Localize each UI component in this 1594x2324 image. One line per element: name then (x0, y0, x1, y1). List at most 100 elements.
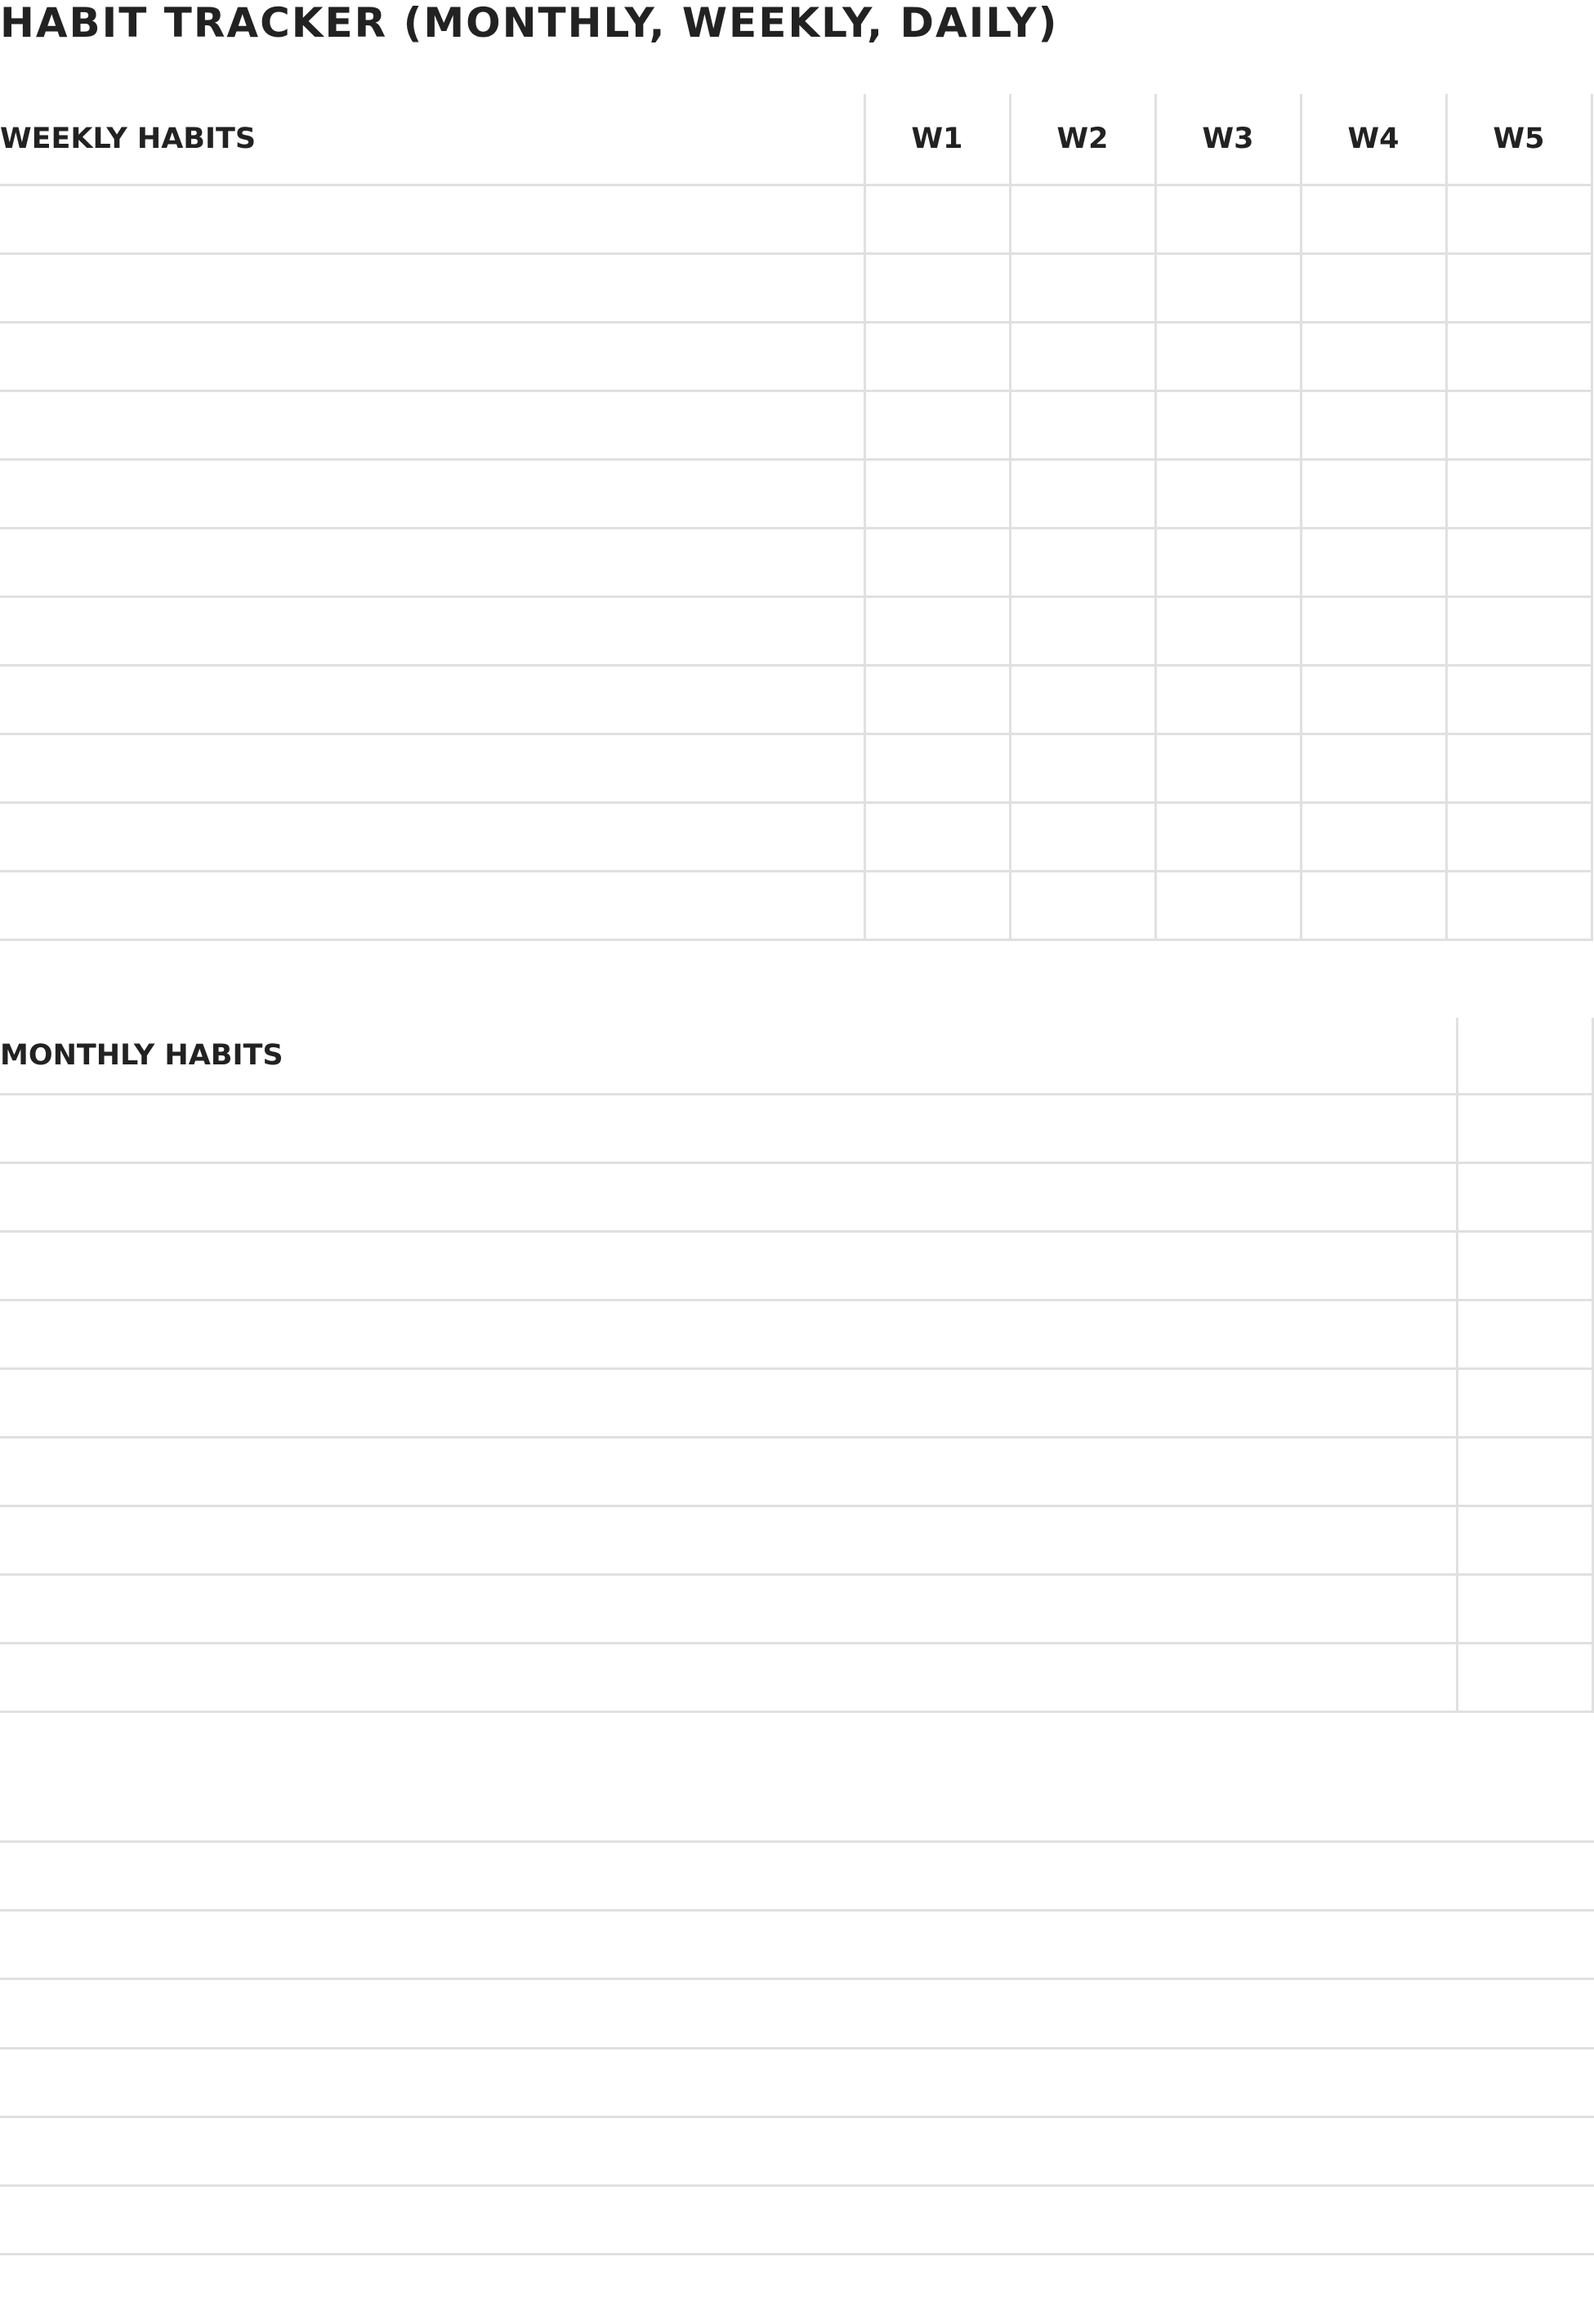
daily-habit-line[interactable] (0, 2184, 1594, 2187)
monthly-check-cell[interactable] (1455, 1299, 1594, 1370)
weekly-habit-name-cell[interactable] (0, 185, 866, 255)
weekly-check-cell-w1[interactable] (863, 664, 1011, 735)
weekly-habits-header: WEEKLY HABITS (0, 94, 866, 186)
weekly-check-cell-w2[interactable] (1008, 390, 1157, 461)
weekly-check-cell-w3[interactable] (1154, 458, 1302, 529)
weekly-check-cell-w3[interactable] (1154, 185, 1302, 255)
monthly-habit-name-cell[interactable] (0, 1162, 1458, 1233)
weekly-check-cell-w4[interactable] (1299, 185, 1448, 255)
weekly-check-cell-w2[interactable] (1008, 664, 1157, 735)
daily-habit-line[interactable] (0, 1840, 1594, 1843)
weekly-habit-name-cell[interactable] (0, 733, 866, 804)
weekly-habit-name-cell[interactable] (0, 595, 866, 667)
monthly-habit-row (0, 1162, 1594, 1233)
weekly-check-cell-w3[interactable] (1154, 595, 1302, 667)
monthly-check-cell[interactable] (1455, 1573, 1594, 1644)
monthly-habits-table: MONTHLY HABITS (0, 1018, 1594, 1713)
weekly-check-cell-w4[interactable] (1299, 733, 1448, 804)
weekly-check-cell-w4[interactable] (1299, 664, 1448, 735)
weekly-check-cell-w2[interactable] (1008, 458, 1157, 529)
weekly-check-cell-w5[interactable] (1444, 870, 1593, 941)
weekly-check-cell-w1[interactable] (863, 870, 1011, 941)
weekly-habit-row (0, 185, 1593, 255)
monthly-habit-name-cell[interactable] (0, 1367, 1458, 1439)
weekly-habit-name-cell[interactable] (0, 664, 866, 735)
weekly-check-cell-w1[interactable] (863, 733, 1011, 804)
weekly-check-cell-w2[interactable] (1008, 321, 1157, 392)
weekly-check-cell-w2[interactable] (1008, 527, 1157, 598)
weekly-check-cell-w2[interactable] (1008, 185, 1157, 255)
weekly-habit-name-cell[interactable] (0, 390, 866, 461)
weekly-check-cell-w3[interactable] (1154, 664, 1302, 735)
weekly-check-cell-w3[interactable] (1154, 801, 1302, 872)
weekly-check-cell-w5[interactable] (1444, 801, 1593, 872)
weekly-check-cell-w1[interactable] (863, 801, 1011, 872)
weekly-check-cell-w4[interactable] (1299, 870, 1448, 941)
monthly-habit-name-cell[interactable] (0, 1230, 1458, 1301)
monthly-check-cell[interactable] (1455, 1162, 1594, 1233)
weekly-check-cell-w3[interactable] (1154, 252, 1302, 323)
monthly-habit-name-cell[interactable] (0, 1573, 1458, 1644)
weekly-check-cell-w5[interactable] (1444, 321, 1593, 392)
weekly-habit-name-cell[interactable] (0, 870, 866, 941)
monthly-check-cell[interactable] (1455, 1230, 1594, 1301)
daily-habit-line[interactable] (0, 2047, 1594, 2050)
weekly-check-cell-w1[interactable] (863, 595, 1011, 667)
monthly-header-row: MONTHLY HABITS (0, 1018, 1594, 1095)
weekly-check-cell-w1[interactable] (863, 185, 1011, 255)
weekly-check-cell-w4[interactable] (1299, 252, 1448, 323)
monthly-habit-name-cell[interactable] (0, 1094, 1458, 1164)
monthly-check-cell[interactable] (1455, 1505, 1594, 1576)
monthly-check-cell[interactable] (1455, 1094, 1594, 1164)
week-header-w4: W4 (1299, 94, 1448, 186)
weekly-check-cell-w5[interactable] (1444, 185, 1593, 255)
weekly-check-cell-w3[interactable] (1154, 733, 1302, 804)
weekly-check-cell-w4[interactable] (1299, 458, 1448, 529)
daily-habit-line[interactable] (0, 2116, 1594, 2118)
weekly-habit-name-cell[interactable] (0, 252, 866, 323)
weekly-check-cell-w3[interactable] (1154, 390, 1302, 461)
weekly-check-cell-w4[interactable] (1299, 321, 1448, 392)
daily-habit-line[interactable] (0, 1978, 1594, 1980)
weekly-check-cell-w3[interactable] (1154, 321, 1302, 392)
weekly-check-cell-w3[interactable] (1154, 870, 1302, 941)
weekly-check-cell-w4[interactable] (1299, 801, 1448, 872)
weekly-habit-name-cell[interactable] (0, 527, 866, 598)
weekly-habit-name-cell[interactable] (0, 458, 866, 529)
weekly-check-cell-w4[interactable] (1299, 527, 1448, 598)
weekly-check-cell-w2[interactable] (1008, 733, 1157, 804)
monthly-check-cell[interactable] (1455, 1642, 1594, 1713)
weekly-habit-name-cell[interactable] (0, 801, 866, 872)
monthly-check-cell[interactable] (1455, 1436, 1594, 1507)
weekly-check-cell-w5[interactable] (1444, 664, 1593, 735)
weekly-check-cell-w5[interactable] (1444, 390, 1593, 461)
weekly-check-cell-w4[interactable] (1299, 595, 1448, 667)
weekly-check-cell-w5[interactable] (1444, 733, 1593, 804)
weekly-check-cell-w5[interactable] (1444, 595, 1593, 667)
week-header-w3: W3 (1154, 94, 1302, 186)
weekly-check-cell-w2[interactable] (1008, 595, 1157, 667)
weekly-habit-name-cell[interactable] (0, 321, 866, 392)
weekly-check-cell-w4[interactable] (1299, 390, 1448, 461)
weekly-check-cell-w2[interactable] (1008, 252, 1157, 323)
weekly-check-cell-w1[interactable] (863, 252, 1011, 323)
weekly-habit-row (0, 801, 1593, 872)
daily-habit-line[interactable] (0, 2253, 1594, 2255)
weekly-check-cell-w1[interactable] (863, 458, 1011, 529)
weekly-check-cell-w5[interactable] (1444, 252, 1593, 323)
monthly-habit-name-cell[interactable] (0, 1642, 1458, 1713)
weekly-habit-row (0, 321, 1593, 392)
weekly-check-cell-w5[interactable] (1444, 527, 1593, 598)
weekly-check-cell-w1[interactable] (863, 527, 1011, 598)
monthly-check-cell[interactable] (1455, 1367, 1594, 1439)
weekly-check-cell-w5[interactable] (1444, 458, 1593, 529)
weekly-check-cell-w3[interactable] (1154, 527, 1302, 598)
daily-habit-line[interactable] (0, 1909, 1594, 1911)
monthly-habit-name-cell[interactable] (0, 1505, 1458, 1576)
weekly-check-cell-w2[interactable] (1008, 801, 1157, 872)
weekly-check-cell-w2[interactable] (1008, 870, 1157, 941)
monthly-habit-name-cell[interactable] (0, 1436, 1458, 1507)
monthly-habit-name-cell[interactable] (0, 1299, 1458, 1370)
weekly-check-cell-w1[interactable] (863, 321, 1011, 392)
weekly-check-cell-w1[interactable] (863, 390, 1011, 461)
